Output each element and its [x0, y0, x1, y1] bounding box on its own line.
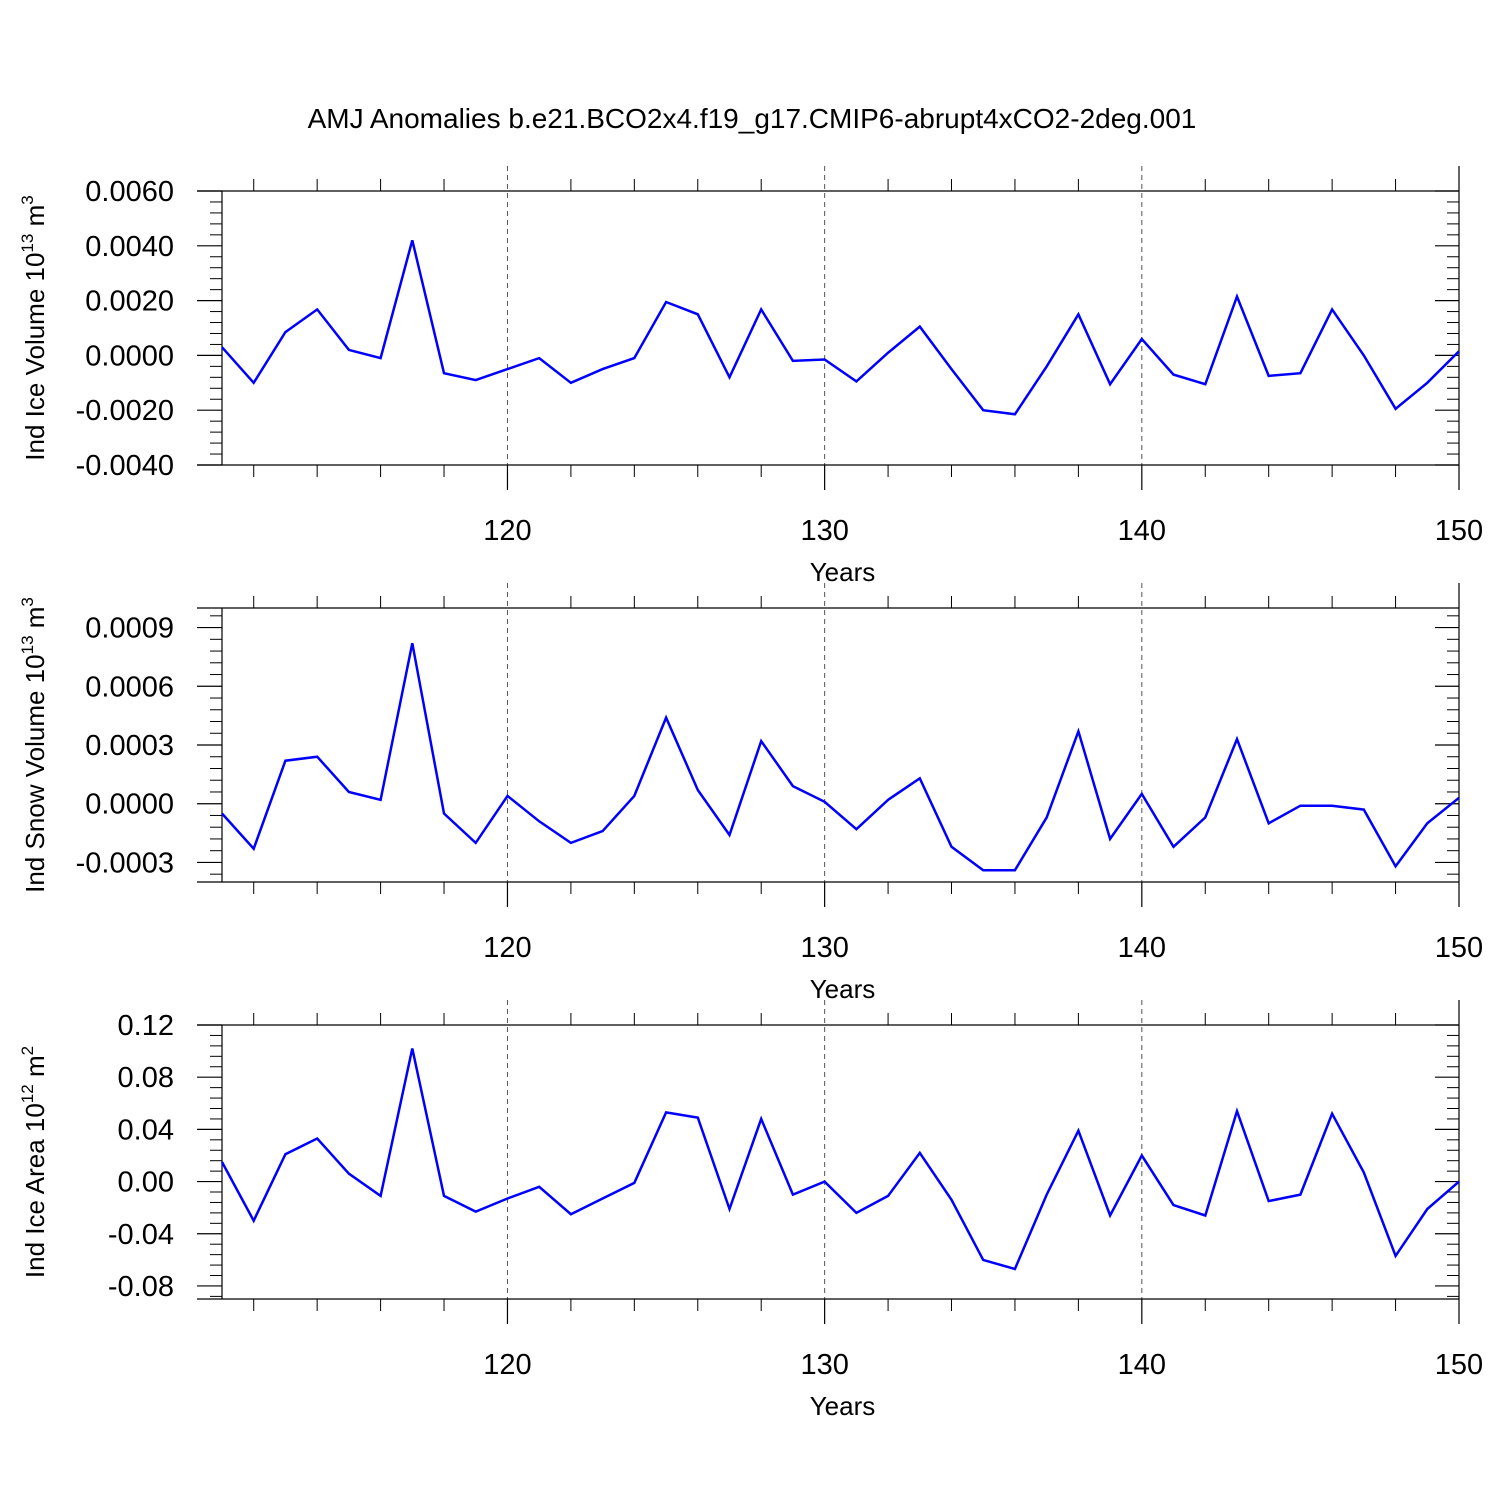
y-axis-label-text: Ind Ice Area 10	[20, 1103, 50, 1278]
y-axis-label-unit: m	[20, 205, 50, 234]
series-line	[221, 239, 1460, 416]
panel-1: -0.0040 -0.0020 0.0000 0.0020 0.0040 0.0060 12…	[18, 166, 1483, 587]
xtick-label: 140	[1118, 515, 1166, 547]
x-axis-label: Years	[810, 974, 876, 1004]
series-line	[220, 1048, 1460, 1271]
xtick-label: 150	[1435, 932, 1483, 964]
panels: -0.0040 -0.0020 0.0000 0.0020 0.0040 0.0060 12…	[18, 166, 1483, 1421]
ytick-label: 0.0000	[85, 789, 174, 821]
ytick-label: 0.0000	[85, 340, 174, 372]
y-axis-label-unit: m	[20, 607, 50, 636]
ytick-label: -0.0020	[76, 395, 174, 427]
ytick-label: -0.08	[108, 1271, 174, 1303]
x-axis-label: Years	[810, 557, 876, 587]
xtick-label: 120	[483, 1349, 531, 1381]
ytick-label: 0.0006	[85, 671, 174, 703]
ytick-label: 0.0009	[85, 613, 174, 645]
panel-2: -0.0003 0.0000 0.0003 0.0006 0.0009 120 130 140…	[18, 583, 1483, 1004]
y-axis-label-text: Ind Snow Volume 10	[20, 654, 50, 893]
y-axis-label-exponent: 13	[18, 234, 37, 253]
xtick-label: 120	[483, 932, 531, 964]
ytick-label: 0.0003	[85, 730, 174, 762]
ytick-label: 0.0020	[85, 286, 174, 318]
y-axis-label: Ind Snow Volume 1013 m3	[18, 597, 50, 893]
y-axis-label-exponent: 13	[18, 635, 37, 654]
y-axis-label-unit-exponent: 3	[18, 597, 37, 606]
xtick-label: 150	[1435, 515, 1483, 547]
y-axis-label-unit-exponent: 2	[18, 1046, 37, 1055]
ytick-label: 0.04	[118, 1114, 174, 1146]
panel-3: -0.08 -0.04 0.00 0.04 0.08 0.12 120 130 140 150 Ye…	[18, 1000, 1483, 1421]
ytick-label: 0.0060	[85, 176, 174, 208]
xtick-label: 140	[1118, 932, 1166, 964]
ytick-label: -0.0003	[76, 847, 174, 879]
ytick-label: -0.04	[108, 1219, 174, 1251]
xtick-label: 130	[800, 932, 848, 964]
y-axis-label: Ind Ice Volume 1013 m3	[18, 195, 50, 460]
y-axis-label-exponent: 12	[18, 1084, 37, 1103]
y-axis-label-unit: m	[20, 1055, 50, 1084]
chart-title: AMJ Anomalies b.e21.BCO2x4.f19_g17.CMIP6…	[308, 103, 1197, 134]
ytick-label: 0.0040	[85, 231, 174, 263]
xtick-label: 140	[1118, 1349, 1166, 1381]
ytick-label: -0.0040	[76, 450, 174, 482]
y-axis-label-text: Ind Ice Volume 10	[20, 253, 50, 461]
xtick-label: 130	[800, 515, 848, 547]
xtick-label: 150	[1435, 1349, 1483, 1381]
ytick-label: 0.08	[118, 1062, 174, 1094]
y-axis-label: Ind Ice Area 1012 m2	[18, 1046, 50, 1278]
y-axis-label-unit-exponent: 3	[18, 195, 37, 204]
xtick-label: 120	[483, 515, 531, 547]
ytick-label: 0.12	[118, 1010, 174, 1042]
ytick-label: 0.00	[118, 1167, 174, 1199]
x-axis-label: Years	[810, 1391, 876, 1421]
series-line	[221, 642, 1460, 872]
xtick-label: 130	[800, 1349, 848, 1381]
